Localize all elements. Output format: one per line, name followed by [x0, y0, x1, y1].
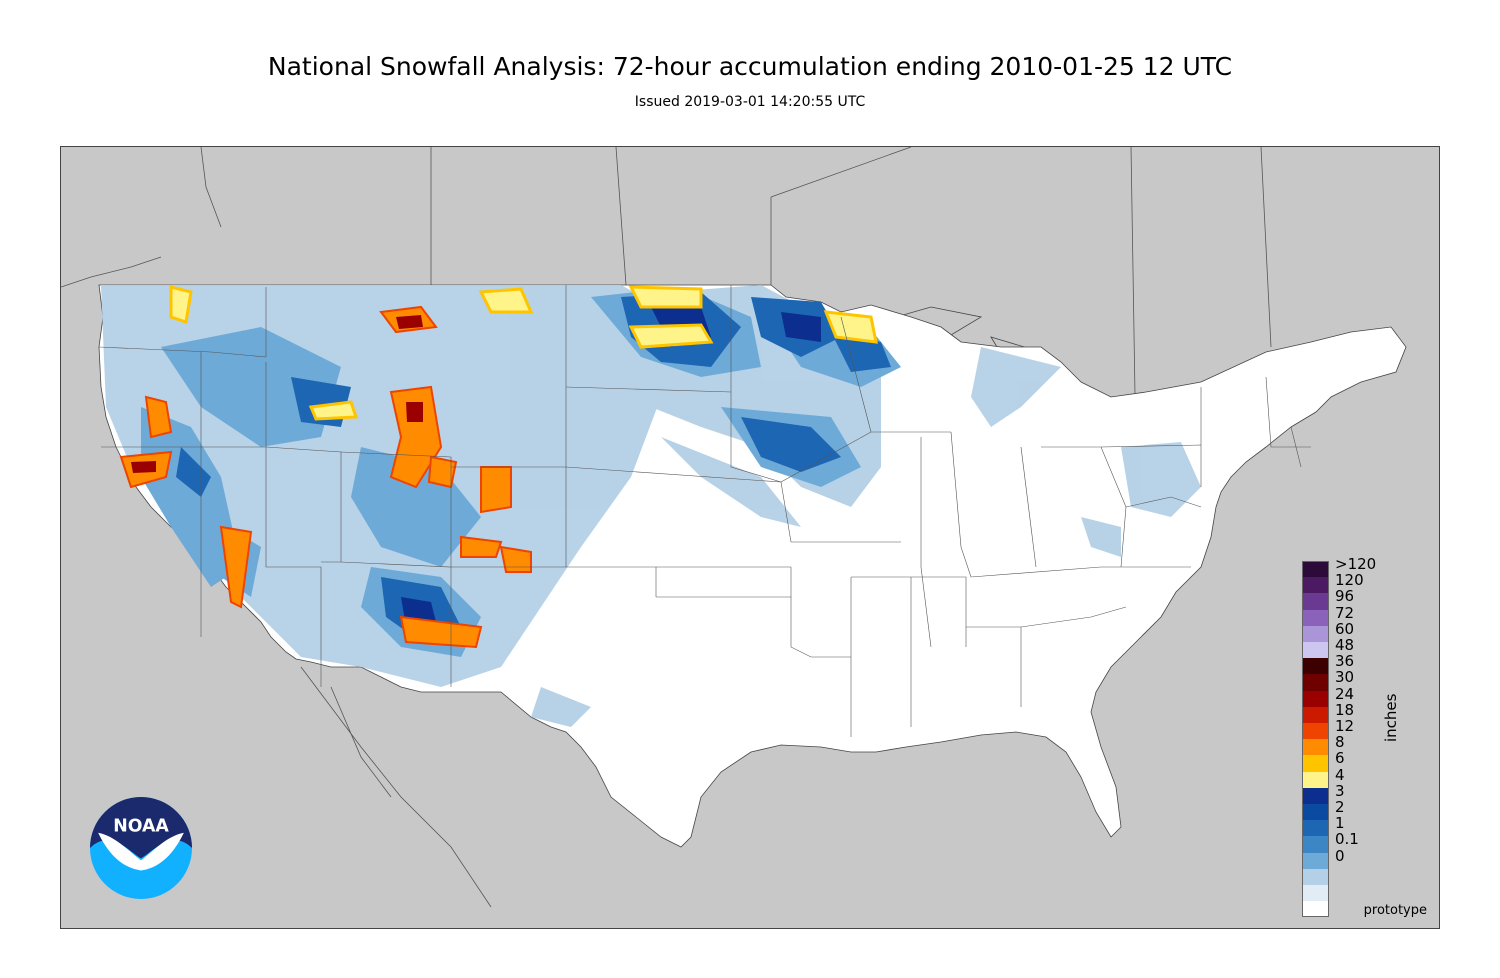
legend-swatch	[1302, 901, 1329, 918]
map-canvas	[61, 147, 1439, 928]
legend-label: 6	[1335, 749, 1345, 768]
legend-swatch	[1302, 674, 1329, 691]
legend-label: 96	[1335, 587, 1355, 606]
legend-label: 18	[1335, 700, 1355, 719]
legend-swatch	[1302, 885, 1329, 902]
legend-swatch	[1302, 625, 1329, 642]
legend-swatch	[1302, 868, 1329, 885]
legend-swatch	[1302, 609, 1329, 626]
legend-label: 48	[1335, 636, 1355, 654]
legend-label: 12	[1335, 717, 1355, 735]
legend-label: 30	[1335, 668, 1355, 687]
legend-label: 0	[1335, 846, 1345, 865]
legend-label: 3	[1335, 781, 1345, 800]
legend-swatch	[1302, 577, 1329, 594]
legend-swatch	[1302, 836, 1329, 853]
snowfall-map: prototype	[60, 146, 1440, 929]
legend-swatch	[1302, 593, 1329, 610]
legend-swatch	[1302, 771, 1329, 788]
legend-label: 72	[1335, 603, 1355, 622]
legend-label: 60	[1335, 619, 1355, 638]
legend-label: >120	[1335, 555, 1377, 573]
legend-swatch	[1302, 706, 1329, 723]
legend-label: 0.1	[1335, 830, 1359, 849]
legend-swatch	[1302, 804, 1329, 821]
legend-swatch	[1302, 787, 1329, 804]
legend-label: 4	[1335, 765, 1345, 784]
prototype-label: prototype	[1363, 903, 1427, 918]
legend-swatch	[1302, 852, 1329, 869]
legend-swatch	[1302, 561, 1329, 578]
legend-label: 2	[1335, 798, 1345, 816]
legend-swatch	[1302, 723, 1329, 740]
legend-swatch	[1302, 755, 1329, 772]
legend-label: 1	[1335, 814, 1345, 833]
legend-bar-frame	[1302, 561, 1329, 918]
page-title: National Snowfall Analysis: 72-hour accu…	[267, 52, 1233, 81]
legend-swatch	[1302, 658, 1329, 675]
state-borders	[98, 285, 1311, 737]
legend-swatch	[1302, 739, 1329, 756]
legend-label: 36	[1335, 652, 1355, 671]
legend-swatch	[1302, 690, 1329, 707]
snow-yellow	[169, 285, 878, 421]
legend-label: 8	[1335, 733, 1345, 752]
legend-label: 120	[1335, 571, 1364, 590]
legend-swatch	[1302, 642, 1329, 659]
legend-swatch	[1302, 820, 1329, 837]
legend-label: 24	[1335, 684, 1355, 703]
legend-units: inches	[1382, 693, 1400, 742]
issued-timestamp: Issued 2019-03-01 14:20:55 UTC	[634, 94, 866, 110]
noaa-logo: NOAA	[90, 797, 192, 899]
noaa-logo-text: NOAA	[113, 817, 169, 837]
snow-red	[131, 315, 423, 473]
